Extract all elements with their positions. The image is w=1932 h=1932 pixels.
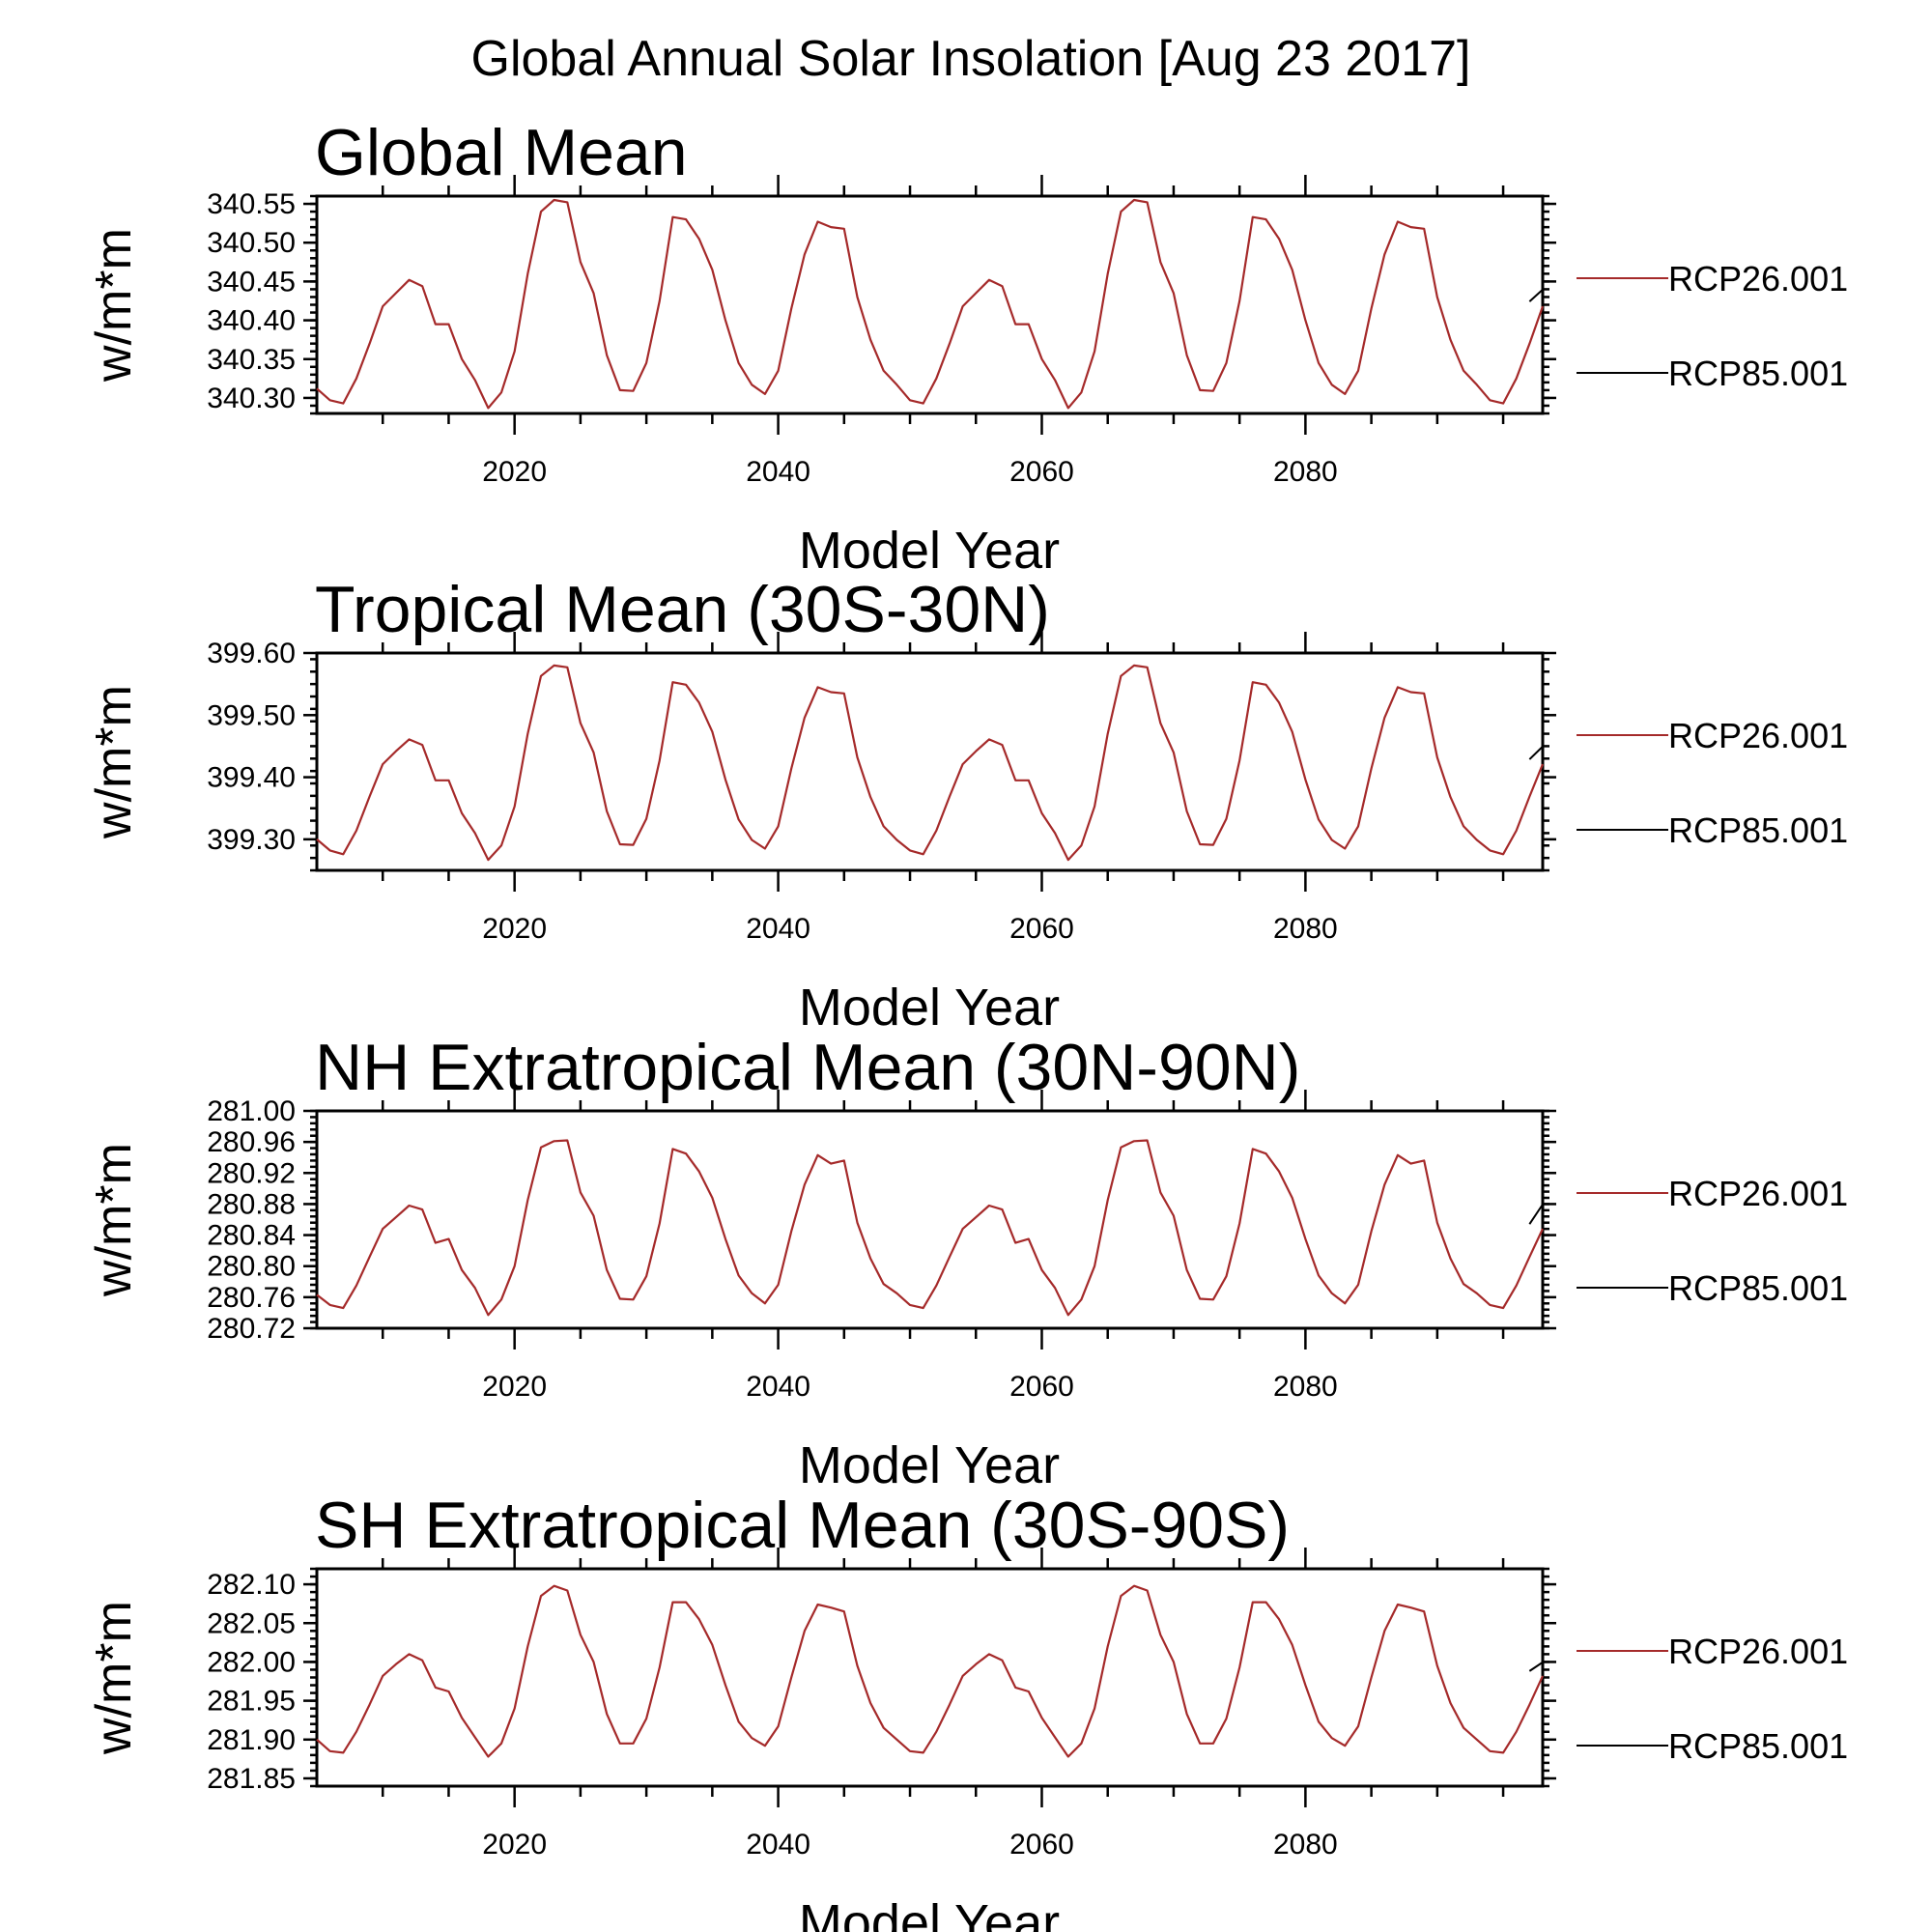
panel-title: SH Extratropical Mean (30S-90S) — [315, 1489, 1290, 1562]
x-tick-label: 2020 — [482, 913, 547, 945]
y-tick-label: 280.84 — [207, 1220, 296, 1252]
y-tick-label: 281.00 — [207, 1095, 296, 1127]
x-tick-label: 2020 — [482, 1829, 547, 1861]
legend-label: RCP26.001 — [1668, 259, 1848, 298]
panel-global: Global Mean w/m*m Model Year 340.30 340.35 34… — [86, 116, 1848, 580]
x-axis-label: Model Year — [799, 1894, 1060, 1932]
y-tick-label: 399.60 — [207, 638, 296, 669]
x-axis-label: Model Year — [799, 522, 1060, 580]
y-tick-label: 340.30 — [207, 383, 296, 414]
y-axis-label: w/m*m — [86, 685, 142, 839]
legend-label: RCP85.001 — [1668, 354, 1848, 393]
legend-label: RCP26.001 — [1668, 1632, 1848, 1671]
y-tick-label: 399.30 — [207, 824, 296, 856]
series-line-rcp26-001 — [316, 1584, 1545, 1758]
plot-frame — [315, 1109, 1545, 1330]
y-tick-label: 282.05 — [207, 1607, 296, 1639]
x-axis-label: Model Year — [799, 979, 1060, 1037]
legend-label: RCP85.001 — [1668, 1268, 1848, 1308]
y-tick-label: 340.45 — [207, 266, 296, 298]
plot-frame — [315, 1567, 1545, 1788]
legend: RCP26.001 RCP85.001 — [1577, 259, 1848, 393]
x-tick-label: 2080 — [1273, 456, 1338, 488]
x-tick-label: 2040 — [746, 456, 810, 488]
legend-label: RCP85.001 — [1668, 810, 1848, 850]
x-tick-label: 2060 — [1009, 913, 1074, 945]
legend: RCP26.001 RCP85.001 — [1577, 1174, 1848, 1308]
x-tick-label: 2060 — [1009, 456, 1074, 488]
series-line-rcp85-001 — [1528, 1204, 1544, 1225]
tick-marks — [303, 1090, 1556, 1350]
y-tick-label: 280.80 — [207, 1251, 296, 1283]
y-tick-label: 281.85 — [207, 1763, 296, 1795]
legend: RCP26.001 RCP85.001 — [1577, 1632, 1848, 1766]
figure-title: Global Annual Solar Insolation [Aug 23 2… — [471, 31, 1471, 87]
x-tick-label: 2040 — [746, 1371, 810, 1403]
y-tick-label: 340.55 — [207, 188, 296, 220]
series-line-rcp85-001 — [1528, 1661, 1544, 1672]
y-tick-label: 399.50 — [207, 699, 296, 731]
y-axis-label: w/m*m — [86, 228, 142, 383]
legend: RCP26.001 RCP85.001 — [1577, 716, 1848, 850]
x-tick-label: 2040 — [746, 913, 810, 945]
y-tick-label: 280.72 — [207, 1313, 296, 1345]
panel-tropical: Tropical Mean (30S-30N) w/m*m Model Year 39… — [86, 573, 1848, 1037]
legend-label: RCP26.001 — [1668, 716, 1848, 755]
x-axis-label: Model Year — [799, 1436, 1060, 1494]
panel-sh-extratropical: SH Extratropical Mean (30S-90S) w/m*m Mode… — [86, 1489, 1848, 1932]
legend-label: RCP85.001 — [1668, 1726, 1848, 1766]
y-tick-label: 340.35 — [207, 344, 296, 376]
series-line-rcp85-001 — [1528, 289, 1544, 302]
y-tick-label: 280.76 — [207, 1282, 296, 1314]
x-tick-label: 2080 — [1273, 1829, 1338, 1861]
y-tick-label: 280.88 — [207, 1188, 296, 1220]
plot-frame — [315, 651, 1545, 872]
y-tick-label: 280.92 — [207, 1157, 296, 1189]
panels-container: Global Mean w/m*m Model Year 340.30 340.35 34… — [86, 116, 1848, 1932]
x-tick-label: 2080 — [1273, 913, 1338, 945]
x-tick-label: 2040 — [746, 1829, 810, 1861]
x-tick-label: 2060 — [1009, 1829, 1074, 1861]
x-tick-label: 2080 — [1273, 1371, 1338, 1403]
panel-nh-extratropical: NH Extratropical Mean (30N-90N) w/m*m Mode… — [86, 1031, 1848, 1494]
y-axis-label: w/m*m — [86, 1143, 142, 1297]
series-line-rcp26-001 — [316, 664, 1545, 862]
tick-marks — [303, 1548, 1556, 1807]
panel-title: Global Mean — [315, 116, 688, 189]
y-tick-label: 282.00 — [207, 1646, 296, 1678]
y-tick-label: 282.10 — [207, 1569, 296, 1601]
series-line-rcp26-001 — [316, 1139, 1544, 1317]
x-tick-label: 2020 — [482, 456, 547, 488]
x-tick-label: 2020 — [482, 1371, 547, 1403]
tick-marks — [303, 175, 1556, 435]
series-line-rcp85-001 — [1528, 746, 1544, 760]
y-tick-label: 281.95 — [207, 1686, 296, 1718]
panel-title: Tropical Mean (30S-30N) — [315, 573, 1050, 646]
plot-frame — [315, 194, 1545, 415]
series-line-rcp26-001 — [316, 198, 1545, 410]
y-tick-label: 399.40 — [207, 762, 296, 794]
y-tick-label: 280.96 — [207, 1126, 296, 1158]
y-tick-label: 340.40 — [207, 305, 296, 337]
y-axis-label: w/m*m — [86, 1601, 142, 1755]
y-tick-label: 340.50 — [207, 227, 296, 259]
x-tick-label: 2060 — [1009, 1371, 1074, 1403]
legend-label: RCP26.001 — [1668, 1174, 1848, 1213]
y-tick-label: 281.90 — [207, 1724, 296, 1756]
tick-marks — [303, 632, 1556, 892]
panel-title: NH Extratropical Mean (30N-90N) — [315, 1031, 1300, 1104]
